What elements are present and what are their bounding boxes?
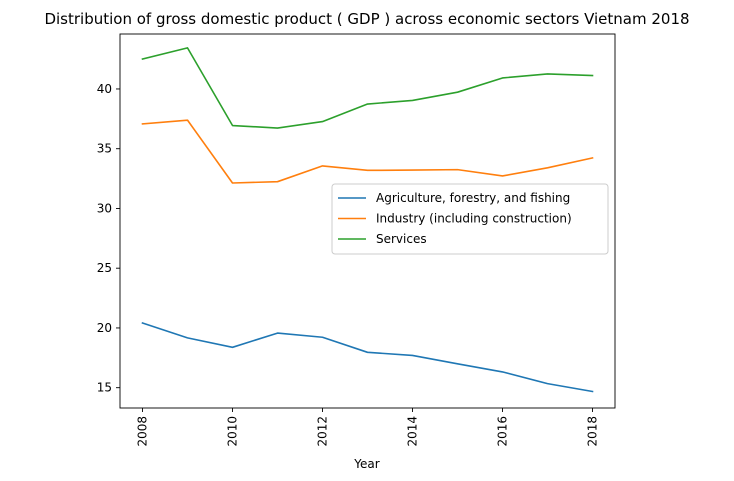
- legend-box: [331, 183, 609, 255]
- y-tick-label-3: 30: [97, 201, 112, 215]
- x-tick-label-2: 2012: [316, 416, 330, 447]
- y-tick-label-5: 40: [97, 82, 112, 96]
- legend-label-0: Agriculture, forestry, and fishing: [376, 191, 570, 205]
- plot-area: [141, 47, 594, 393]
- x-tick-label-1: 2010: [226, 416, 240, 447]
- x-tick-label-3: 2014: [406, 416, 420, 447]
- y-tick-label-1: 20: [97, 321, 112, 335]
- chart-title: Distribution of gross domestic product (…: [44, 10, 689, 28]
- x-tick-label-4: 2016: [496, 416, 510, 447]
- series-line-2: [141, 47, 594, 129]
- axes: 2008 2010 2012 2014 2016 2018 15 20 25 30 35 40: [97, 33, 616, 447]
- x-axis-label: Year: [353, 457, 379, 471]
- legend: Agriculture, forestry, and fishing Indust…: [331, 183, 609, 255]
- series-line-0: [141, 322, 594, 393]
- series-line-1: [141, 119, 594, 184]
- y-tick-label-0: 15: [97, 381, 112, 395]
- legend-label-2: Services: [376, 232, 427, 246]
- y-tick-label-2: 25: [97, 261, 112, 275]
- x-tick-label-0: 2008: [136, 416, 150, 447]
- x-tick-label-5: 2018: [586, 416, 600, 447]
- y-tick-label-4: 35: [97, 142, 112, 156]
- legend-label-1: Industry (including construction): [376, 212, 572, 226]
- plot-frame: [119, 33, 616, 409]
